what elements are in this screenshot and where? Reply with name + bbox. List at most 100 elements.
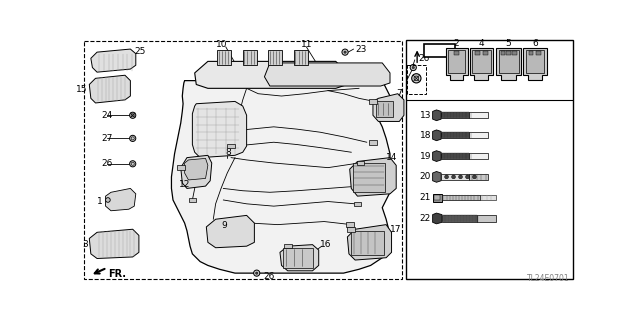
Text: 22: 22: [420, 214, 431, 223]
Bar: [476, 51, 480, 55]
Polygon shape: [280, 245, 319, 271]
Bar: [407, 65, 426, 94]
Polygon shape: [172, 81, 390, 273]
Text: 13: 13: [420, 111, 431, 120]
Polygon shape: [90, 229, 139, 258]
Circle shape: [253, 270, 260, 276]
Circle shape: [452, 175, 456, 179]
Bar: [506, 51, 511, 55]
Bar: [469, 132, 488, 138]
Polygon shape: [193, 101, 246, 158]
Polygon shape: [433, 151, 441, 161]
Polygon shape: [470, 48, 493, 80]
Bar: [84, 41, 402, 279]
Text: 8: 8: [226, 148, 232, 157]
Bar: [536, 51, 541, 55]
Polygon shape: [433, 172, 441, 182]
Bar: [469, 112, 488, 118]
Bar: [283, 248, 312, 268]
Text: 1: 1: [97, 197, 103, 206]
Text: 26: 26: [101, 159, 112, 168]
Bar: [189, 198, 196, 202]
Bar: [480, 195, 496, 200]
Polygon shape: [433, 130, 441, 141]
Polygon shape: [90, 75, 131, 103]
Text: 4: 4: [479, 39, 484, 48]
Bar: [353, 163, 385, 192]
Text: 20: 20: [420, 172, 431, 182]
Text: 3: 3: [82, 240, 88, 249]
Text: 11: 11: [301, 40, 312, 49]
Polygon shape: [106, 189, 136, 211]
Polygon shape: [496, 48, 521, 80]
Polygon shape: [446, 48, 467, 80]
Bar: [284, 244, 292, 249]
Text: 6: 6: [532, 39, 538, 48]
Text: 23: 23: [355, 45, 367, 54]
Bar: [441, 132, 469, 138]
Bar: [442, 195, 480, 200]
Text: 21: 21: [420, 193, 431, 202]
Polygon shape: [184, 159, 208, 180]
Circle shape: [342, 49, 348, 55]
Bar: [454, 51, 459, 55]
Bar: [442, 215, 477, 221]
Bar: [227, 144, 235, 148]
Polygon shape: [217, 50, 231, 65]
Polygon shape: [348, 225, 392, 260]
Bar: [351, 231, 384, 256]
Text: 25: 25: [134, 47, 146, 56]
Bar: [529, 51, 533, 55]
Text: 24: 24: [101, 111, 112, 120]
Bar: [434, 195, 440, 200]
Polygon shape: [206, 215, 254, 248]
Text: 27: 27: [101, 134, 112, 143]
Bar: [499, 50, 518, 73]
Circle shape: [459, 175, 463, 179]
Bar: [346, 222, 353, 227]
Bar: [512, 51, 516, 55]
Bar: [424, 44, 455, 57]
Circle shape: [410, 64, 417, 70]
Text: 19: 19: [420, 152, 431, 160]
Text: 26: 26: [263, 272, 275, 281]
Text: FR.: FR.: [108, 269, 126, 279]
Polygon shape: [195, 61, 348, 88]
Bar: [483, 51, 488, 55]
Circle shape: [129, 112, 136, 118]
Bar: [406, 40, 573, 278]
Bar: [177, 165, 184, 170]
Text: TL24E0701: TL24E0701: [527, 274, 570, 283]
Text: B-13: B-13: [426, 46, 454, 56]
Text: 15: 15: [76, 85, 88, 93]
Circle shape: [131, 162, 134, 165]
Bar: [500, 51, 505, 55]
Polygon shape: [268, 50, 282, 65]
Bar: [369, 99, 377, 104]
Text: 7: 7: [396, 89, 402, 98]
Polygon shape: [433, 213, 442, 224]
Text: 10: 10: [216, 40, 227, 49]
Circle shape: [129, 161, 136, 167]
Circle shape: [465, 175, 469, 179]
Bar: [348, 227, 355, 232]
Polygon shape: [373, 94, 404, 122]
Circle shape: [445, 175, 449, 179]
Polygon shape: [243, 50, 257, 65]
Bar: [469, 153, 488, 159]
Text: 18: 18: [420, 131, 431, 140]
Bar: [477, 215, 496, 221]
Polygon shape: [264, 63, 390, 86]
Circle shape: [472, 175, 476, 179]
Bar: [472, 50, 491, 73]
Polygon shape: [433, 110, 441, 121]
Text: 16: 16: [320, 240, 332, 249]
Circle shape: [412, 66, 415, 69]
Bar: [433, 194, 442, 202]
Circle shape: [131, 137, 134, 140]
Circle shape: [344, 51, 346, 53]
Bar: [441, 112, 469, 118]
Circle shape: [414, 76, 419, 81]
Circle shape: [131, 114, 134, 117]
Circle shape: [129, 135, 136, 141]
